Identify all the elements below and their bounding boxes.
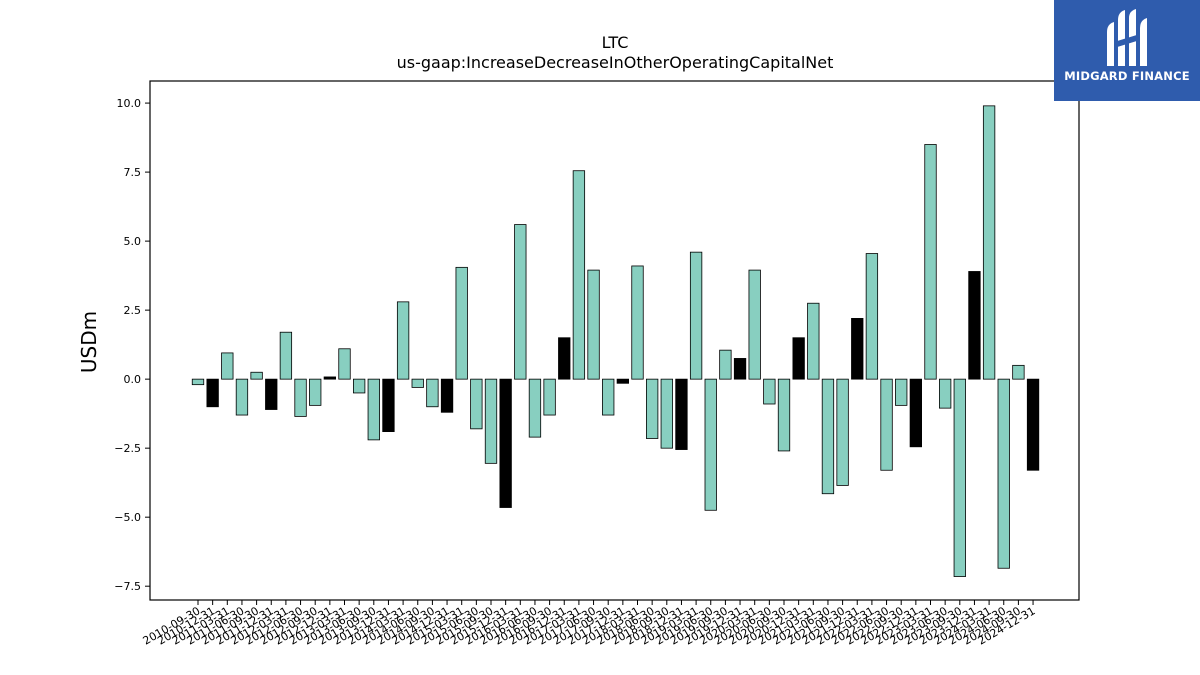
y-tick-label: 2.5 xyxy=(124,304,142,317)
bar-2019-12-31 xyxy=(733,358,747,380)
y-tick-label: −5.0 xyxy=(114,511,141,524)
y-axis: −7.5 −5.0 −2.5 0.0 2.5 5.0 7.5 10.0 xyxy=(114,97,150,593)
x-axis: 2010-09-302010-12-312011-03-312011-06-30… xyxy=(141,600,1038,648)
bar-2024-09-30 xyxy=(1012,364,1025,380)
bar-2014-12-31 xyxy=(440,378,454,413)
bar-2015-03-31 xyxy=(455,266,468,380)
bar-2023-06-30 xyxy=(939,378,952,409)
bar-2018-06-30 xyxy=(646,378,659,439)
bar-2018-03-31 xyxy=(631,265,644,380)
chart-subtitle: us-gaap:IncreaseDecreaseInOtherOperating… xyxy=(397,53,834,72)
bars-group xyxy=(191,105,1040,577)
y-tick-label: 0.0 xyxy=(124,373,142,386)
bar-2010-09-30 xyxy=(191,378,205,386)
bar-2019-09-30 xyxy=(719,349,732,380)
bar-2016-09-30 xyxy=(543,378,556,416)
bar-2017-09-30 xyxy=(602,378,615,416)
y-tick-label: 7.5 xyxy=(124,166,142,179)
bar-2021-03-31 xyxy=(807,302,820,380)
bar-2024-12-31 xyxy=(1026,378,1040,471)
bar-2018-12-31 xyxy=(675,378,688,450)
bar-2013-09-30 xyxy=(367,378,380,441)
bar-2021-12-31 xyxy=(851,318,864,380)
bar-2023-12-31 xyxy=(968,271,981,380)
y-tick-label: −2.5 xyxy=(114,442,141,455)
bar-2011-06-30 xyxy=(235,378,249,416)
bar-2013-12-31 xyxy=(382,378,395,432)
bar-2022-03-31 xyxy=(865,253,879,380)
bar-2020-09-30 xyxy=(777,378,791,452)
bar-2011-03-31 xyxy=(221,352,234,380)
y-tick-label: 5.0 xyxy=(124,235,142,248)
bar-2021-06-30 xyxy=(821,378,835,495)
midgard-logo-icon xyxy=(1107,9,1147,66)
y-axis-label: USDm xyxy=(77,311,101,373)
bar-2017-03-31 xyxy=(572,170,586,380)
bar-2012-03-31 xyxy=(279,331,293,380)
plot-frame xyxy=(149,80,1080,601)
bar-2012-06-30 xyxy=(294,378,307,417)
bar-2019-06-30 xyxy=(704,378,717,511)
bar-2011-09-30 xyxy=(250,371,263,380)
bar-2020-03-31 xyxy=(748,269,761,380)
bar-2024-06-30 xyxy=(997,378,1010,569)
y-tick-label: −7.5 xyxy=(114,580,141,593)
bar-2016-03-31 xyxy=(514,224,527,380)
bar-2024-03-31 xyxy=(982,105,996,380)
bar-2010-12-31 xyxy=(206,378,219,408)
bar-2013-03-31 xyxy=(338,348,351,380)
bar-2015-12-31 xyxy=(499,378,512,508)
bar-2016-06-30 xyxy=(528,378,542,438)
bar-2014-06-30 xyxy=(411,378,424,388)
y-tick-label: 10.0 xyxy=(117,97,142,110)
bar-2023-03-31 xyxy=(924,144,937,380)
logo-text: MIDGARD FINANCE xyxy=(1064,69,1190,83)
bar-2023-09-30 xyxy=(953,378,966,577)
bar-2014-03-31 xyxy=(396,301,410,380)
bar-2015-06-30 xyxy=(470,378,483,430)
bar-2016-12-31 xyxy=(558,337,571,380)
bar-2022-09-30 xyxy=(895,378,908,406)
bar-2015-09-30 xyxy=(484,378,498,464)
bar-2019-03-31 xyxy=(689,251,703,380)
bar-2017-12-31 xyxy=(616,378,629,384)
bar-2018-09-30 xyxy=(660,378,673,449)
chart-title: LTC xyxy=(602,33,629,52)
bar-2021-09-30 xyxy=(836,378,849,486)
bar-2014-09-30 xyxy=(426,378,439,408)
bar-2011-12-31 xyxy=(265,378,278,410)
bar-2012-09-30 xyxy=(309,378,322,406)
brand-logo: MIDGARD FINANCE xyxy=(1054,0,1200,101)
bar-2020-06-30 xyxy=(763,378,776,405)
bar-2022-06-30 xyxy=(880,378,893,471)
bar-2022-12-31 xyxy=(909,378,922,448)
bar-2013-06-30 xyxy=(352,378,366,394)
bar-2012-12-31 xyxy=(323,376,337,380)
bar-2017-06-30 xyxy=(587,269,600,380)
bar-2020-12-31 xyxy=(792,337,805,380)
